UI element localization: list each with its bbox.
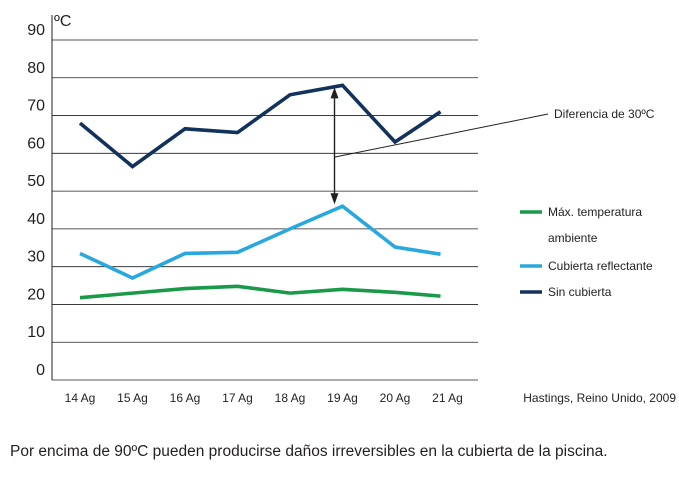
annotation-label: Diferencia de 30ºC [554,107,655,121]
difference-annotation: Diferencia de 30ºC [330,87,655,205]
series-line-2 [79,284,441,300]
arrow-head-bottom [330,193,339,205]
legend-label-1: Cubierta reflectante [548,259,653,273]
temperature-chart: ºC 0 10 20 30 40 50 60 70 80 90 14 Ag 15 Ag 16 Ag 17… [27,13,676,405]
x-tick-0: 14 Ag [65,391,96,405]
y-tick-20: 20 [27,286,45,303]
y-tick-30: 30 [27,249,45,266]
x-tick-7: 21 Ag [432,391,463,405]
source-note: Hastings, Reino Unido, 2009 [523,391,676,405]
grid [52,39,478,381]
footnote-caption: Por encima de 90ºC pueden producirse dañ… [10,443,608,460]
y-tick-labels: 0 10 20 30 40 50 60 70 80 90 [27,22,45,379]
y-tick-70: 70 [27,98,45,115]
series-line-0 [78,83,442,169]
legend-label-0-line2: ambiente [548,231,598,245]
legend-label-0: Máx. temperatura [548,205,642,219]
data-series [78,83,442,300]
y-unit-label: ºC [54,13,71,30]
y-tick-60: 60 [27,135,45,152]
y-tick-0: 0 [36,362,45,379]
x-tick-4: 18 Ag [275,391,306,405]
x-tick-6: 20 Ag [380,391,411,405]
x-tick-1: 15 Ag [117,391,148,405]
leader-line [334,113,549,158]
series-line-1 [79,204,441,280]
arrow-head-top [330,87,339,99]
x-tick-2: 16 Ag [170,391,201,405]
y-tick-90: 90 [27,22,45,39]
x-tick-labels: 14 Ag 15 Ag 16 Ag 17 Ag 18 Ag 19 Ag 20 Ag 21 Ag [65,391,463,405]
y-tick-10: 10 [27,324,45,341]
legend-label-2: Sin cubierta [548,285,612,299]
x-tick-3: 17 Ag [222,391,253,405]
y-tick-40: 40 [27,211,45,228]
y-tick-80: 80 [27,60,45,77]
legend: Máx. temperatura ambiente Cubierta reflect… [520,205,653,299]
y-tick-50: 50 [27,173,45,190]
x-tick-5: 19 Ag [327,391,358,405]
